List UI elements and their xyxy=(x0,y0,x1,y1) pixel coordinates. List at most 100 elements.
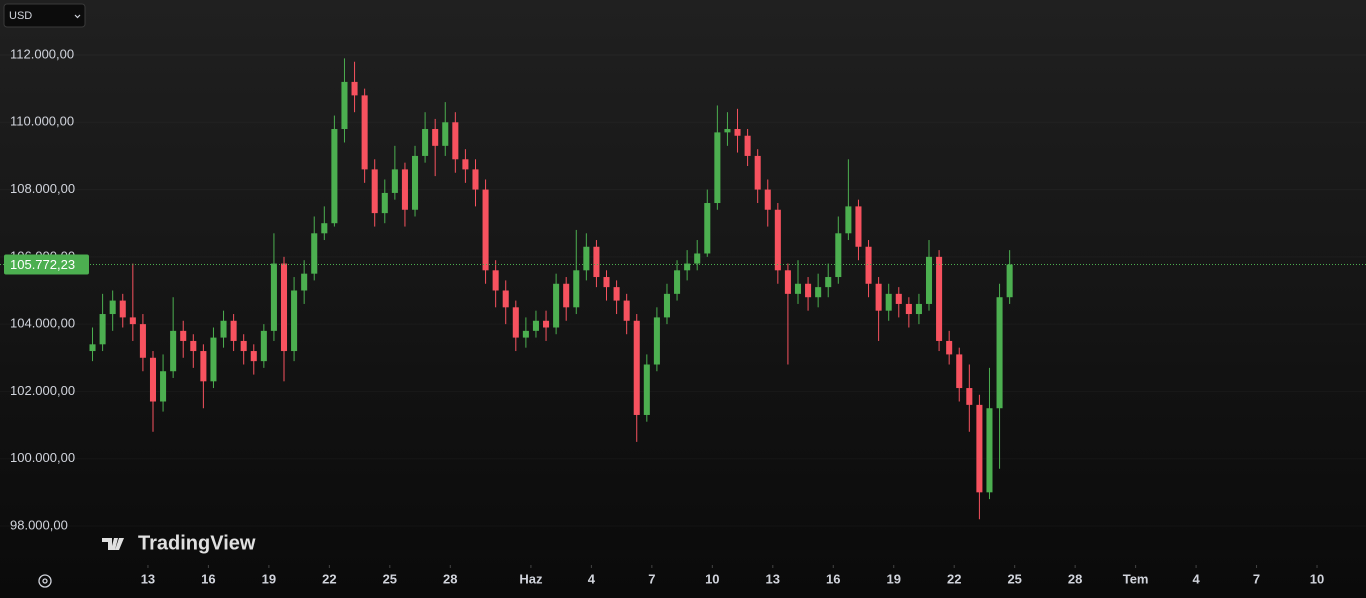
candle-body xyxy=(250,351,257,362)
candle-body xyxy=(270,263,277,331)
candle-body xyxy=(875,283,882,311)
x-tick-label: 7 xyxy=(648,571,655,586)
candle-body xyxy=(794,283,802,294)
x-tick-label: 10 xyxy=(1310,571,1324,586)
candle-body xyxy=(986,408,993,493)
grid-layer xyxy=(147,565,1318,568)
candle-body xyxy=(593,246,600,278)
candle-body xyxy=(724,129,731,133)
candle-body xyxy=(482,189,489,271)
candle-body xyxy=(492,270,499,291)
x-tick-label: 10 xyxy=(705,571,719,586)
candle-body xyxy=(220,320,227,338)
gear-outer[interactable] xyxy=(38,574,52,588)
x-tick-label: 22 xyxy=(322,571,336,586)
candle-body xyxy=(835,233,842,278)
chevron xyxy=(74,14,81,19)
candle-body xyxy=(371,169,378,214)
candle-body xyxy=(653,317,660,365)
candle-body xyxy=(885,293,892,311)
candle-body xyxy=(734,129,741,136)
candle-body xyxy=(825,277,832,288)
candle-body xyxy=(280,263,288,352)
gear-inner xyxy=(42,578,48,584)
candle-body xyxy=(925,256,933,304)
candle-body xyxy=(432,129,439,146)
candle-body xyxy=(613,287,620,301)
candle-body xyxy=(462,159,469,170)
candle-body xyxy=(522,330,529,338)
candle-body xyxy=(946,340,953,355)
candle-body xyxy=(149,357,157,402)
y-tick-label: 100.000,00 xyxy=(10,450,75,465)
candle-body xyxy=(1006,264,1013,298)
logo-mark xyxy=(102,538,124,550)
candle-body xyxy=(341,81,348,130)
candle-body xyxy=(684,263,691,271)
candle-body xyxy=(89,344,96,352)
candle-body xyxy=(764,189,771,210)
candle-body xyxy=(553,283,560,328)
y-tick-label: 98.000,00 xyxy=(10,517,68,532)
candle-body xyxy=(210,337,217,382)
y-tick-label: 102.000,00 xyxy=(10,383,75,398)
candle-body xyxy=(936,256,943,341)
candle-body xyxy=(956,354,963,389)
candle-body xyxy=(160,371,167,402)
candle-body xyxy=(391,169,398,193)
currency-label: USD xyxy=(9,10,32,22)
currency-box[interactable] xyxy=(3,3,86,28)
candle-body xyxy=(603,277,610,288)
candle-body xyxy=(714,132,721,204)
candle-body xyxy=(855,206,862,247)
candle-body xyxy=(411,155,419,210)
candle-body xyxy=(774,209,781,271)
candle-layer xyxy=(89,58,1013,520)
x-tick-label: Tem xyxy=(1123,571,1149,586)
candle-body xyxy=(361,95,368,170)
candle-body xyxy=(401,169,408,210)
x-tick-label: 16 xyxy=(826,571,840,586)
candle-body xyxy=(543,320,550,328)
candle-body xyxy=(805,283,812,298)
currency-select[interactable]: USD xyxy=(3,3,86,28)
candle-body xyxy=(99,314,106,345)
candle-body xyxy=(744,135,751,156)
x-tick-label: Haz xyxy=(519,571,543,586)
last-price-badge xyxy=(4,254,89,275)
candle-body xyxy=(170,330,177,372)
x-tick-label: 13 xyxy=(141,571,155,586)
candle-body xyxy=(996,297,1003,409)
candle-body xyxy=(694,253,701,264)
candle-body xyxy=(502,290,509,308)
candle-body xyxy=(966,388,973,405)
candle-body xyxy=(663,293,670,318)
brand-logo: TradingView xyxy=(102,532,256,554)
candle-body xyxy=(321,223,328,234)
x-tick-label: 7 xyxy=(1253,571,1260,586)
candle-body xyxy=(351,81,358,96)
candle-body xyxy=(573,270,580,308)
candle-body xyxy=(915,303,922,315)
candle-body xyxy=(784,270,791,294)
x-tick-label: 25 xyxy=(1007,571,1021,586)
x-tick-label: 16 xyxy=(201,571,215,586)
candle-body xyxy=(472,169,479,190)
candle-body xyxy=(190,340,197,352)
x-tick-label: 19 xyxy=(262,571,276,586)
settings-button[interactable] xyxy=(38,574,52,588)
y-tick-label: 104.000,00 xyxy=(10,316,75,331)
candle-body xyxy=(109,300,116,315)
candle-body xyxy=(865,246,872,284)
candle-body xyxy=(139,324,146,358)
x-tick-label: 4 xyxy=(1192,571,1200,586)
candle-body xyxy=(260,330,267,362)
candle-body xyxy=(905,303,912,315)
candle-body xyxy=(976,404,983,493)
last-price-label: 105.772,23 xyxy=(10,257,75,272)
candle-body xyxy=(381,192,388,214)
x-tick-label: 28 xyxy=(443,571,457,586)
candle-body xyxy=(291,290,298,352)
candle-body xyxy=(512,307,519,338)
